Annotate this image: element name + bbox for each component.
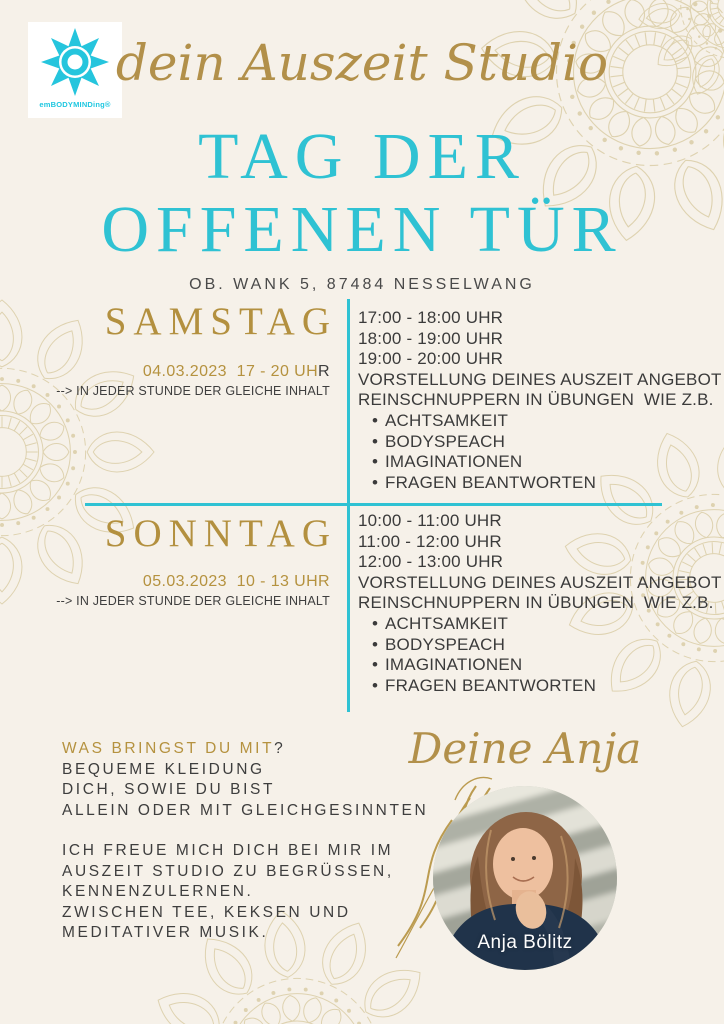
time-slot: 12:00 - 13:00 UHR: [358, 552, 504, 572]
sonntag-date: 05.03.2023 10 - 13 UHR: [143, 573, 330, 591]
list-item: • FRAGEN BEANTWORTEN: [358, 676, 688, 697]
bullet-icon: •: [372, 410, 379, 430]
samstag-date: 04.03.2023 17 - 20 UHR: [143, 363, 330, 381]
bring-line: AUSZEIT STUDIO ZU BEGRÜSSEN,: [62, 862, 394, 880]
program-desc: VORSTELLUNG DEINES AUSZEIT ANGEBOT: [358, 369, 722, 389]
sonntag-heading: SONNTAG: [104, 512, 337, 555]
bullet-icon: •: [372, 431, 379, 451]
bring-heading-main: WAS BRINGST DU MIT: [62, 740, 275, 757]
spacer: [62, 821, 428, 841]
portrait-caption: Anja Bölitz: [477, 932, 573, 953]
list-item-label: IMAGINATIONEN: [385, 452, 523, 472]
bring-heading-suffix: ?: [274, 740, 286, 757]
time-slot: 19:00 - 20:00 UHR: [358, 349, 504, 369]
program-desc: REINSCHNUPPERN IN ÜBUNGEN WIE Z.B.: [358, 390, 714, 410]
bullet-icon: •: [372, 613, 379, 633]
bring-line: ZWISCHEN TEE, KEKSEN UND: [62, 903, 351, 921]
bullet-icon: •: [372, 655, 379, 675]
samstag-date-main: 04.03.2023 17 - 20 UH: [142, 363, 319, 380]
poster-title-line1: TAG DER: [198, 120, 526, 193]
bring-line: BEQUEME KLEIDUNG: [62, 760, 265, 778]
time-slot: 17:00 - 18:00 UHR: [358, 308, 504, 327]
program-desc: REINSCHNUPPERN IN ÜBUNGEN WIE Z.B.: [358, 593, 714, 613]
bullet-icon: •: [372, 472, 379, 492]
time-slot: 18:00 - 19:00 UHR: [358, 328, 504, 348]
list-item-label: FRAGEN BEANTWORTEN: [385, 472, 597, 492]
list-item: • BODYSPEACH: [358, 635, 688, 656]
bullet-icon: •: [372, 675, 379, 695]
bring-line: MEDITATIVER MUSIK.: [62, 924, 269, 941]
program-desc: VORSTELLUNG DEINES AUSZEIT ANGEBOT: [358, 572, 722, 592]
list-item: • IMAGINATIONEN: [358, 655, 688, 676]
embodyminding-logo: emBODYMINDing®: [28, 22, 122, 118]
bring-line: ICH FREUE MICH DICH BEI MIR IM: [62, 842, 394, 859]
bring-line: ALLEIN ODER MIT GLEICHGESINNTEN: [62, 801, 429, 819]
sonntag-note: --> IN JEDER STUNDE DER GLEICHE INHALT: [56, 594, 330, 608]
list-item-label: ACHTSAMKEIT: [385, 410, 509, 430]
portrait-photo: Anja Bölitz: [433, 786, 617, 970]
list-item: • ACHTSAMKEIT: [358, 614, 688, 635]
list-item-label: FRAGEN BEANTWORTEN: [385, 675, 597, 695]
list-item-label: ACHTSAMKEIT: [385, 613, 509, 633]
samstag-heading: SAMSTAG: [104, 300, 337, 343]
list-item-label: IMAGINATIONEN: [385, 655, 523, 675]
list-item: • IMAGINATIONEN: [358, 452, 688, 473]
address-line: OB. WANK 5, 87484 NESSELWANG: [189, 276, 535, 293]
bring-heading: WAS BRINGST DU MIT?: [62, 739, 428, 760]
bring-line: DICH, SOWIE DU BIST: [62, 781, 276, 798]
time-slot: 11:00 - 12:00 UHR: [358, 531, 502, 551]
logo-brand-text: emBODYMINDing®: [39, 100, 111, 109]
samstag-note: --> IN JEDER STUNDE DER GLEICHE INHALT: [56, 384, 330, 398]
horizontal-divider-line: [85, 503, 662, 506]
list-item: • BODYSPEACH: [358, 432, 688, 453]
list-item: • ACHTSAMKEIT: [358, 411, 688, 432]
sonntag-program: 10:00 - 11:00 UHR 11:00 - 12:00 UHR 12:0…: [358, 511, 722, 697]
what-to-bring-block: WAS BRINGST DU MIT? BEQUEME KLEIDUNG DIC…: [62, 739, 428, 944]
bullet-icon: •: [372, 452, 379, 472]
samstag-program: 17:00 - 18:00 UHR 18:00 - 19:00 UHR 19:0…: [358, 308, 722, 494]
sun-star-icon: [41, 28, 109, 96]
sonntag-date-main: 05.03.2023 10 - 13 UHR: [142, 573, 330, 590]
list-item-label: BODYSPEACH: [385, 634, 506, 654]
studio-script-title: dein Auszeit Studio: [115, 34, 609, 92]
signature-script: Deine Anja: [408, 724, 642, 773]
bullet-icon: •: [372, 634, 379, 654]
list-item: • FRAGEN BEANTWORTEN: [358, 473, 688, 494]
samstag-date-suffix: R: [318, 363, 330, 380]
poster-title-line2: OFFENEN TÜR: [101, 193, 623, 266]
time-slot: 10:00 - 11:00 UHR: [358, 511, 502, 530]
list-item-label: BODYSPEACH: [385, 431, 506, 451]
bring-line: KENNENZULERNEN.: [62, 883, 254, 900]
